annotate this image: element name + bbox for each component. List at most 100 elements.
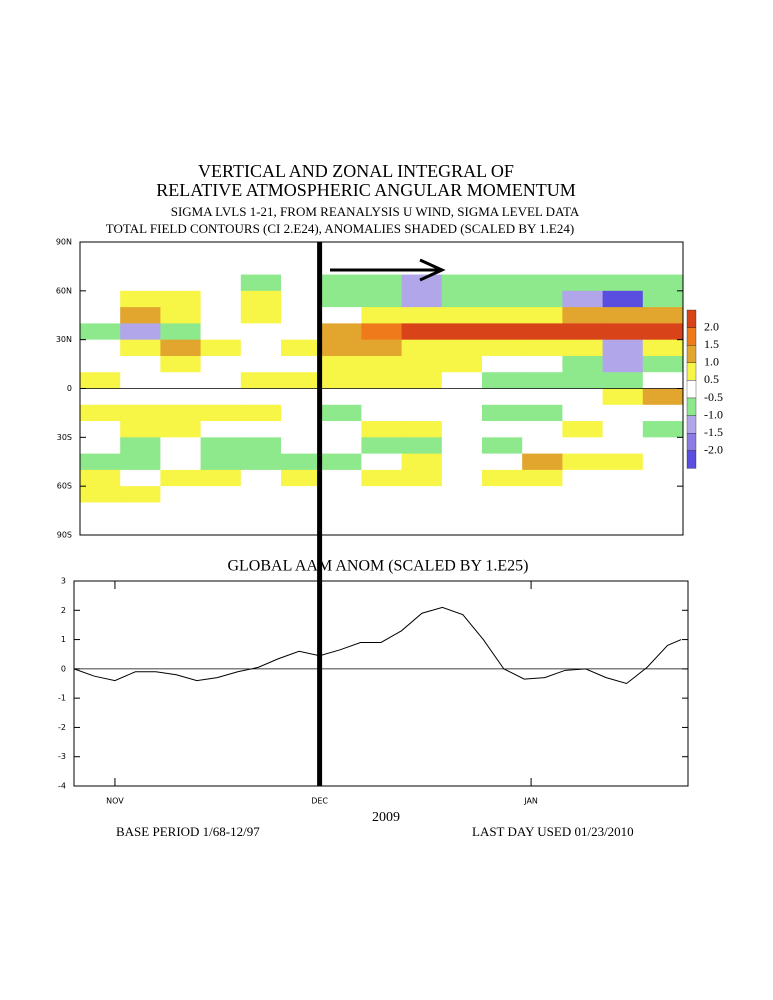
anomaly-cell [281,437,322,455]
colorbar-label: -0.5 [704,390,723,404]
anomaly-cell [482,307,523,324]
anomaly-cell [321,502,362,520]
anomaly-cell [240,388,282,406]
anomaly-cell [562,339,604,357]
anomaly-cell [281,307,322,324]
anomaly-cell [562,290,604,308]
anomaly-cell [200,469,242,487]
x-tick-label: DEC [311,797,328,806]
anomaly-cell [441,290,483,308]
anomaly-cell [160,274,202,292]
anomaly-cell [482,339,523,357]
anomaly-cell [80,355,121,373]
annotation: LAST DAY USED 01/23/2010 [472,824,634,839]
anomaly-cell [642,355,684,373]
anomaly-cell [200,258,242,276]
anomaly-cell [80,502,121,520]
anomaly-cell [482,469,523,487]
anomaly-cell [281,274,322,292]
anomaly-cell [321,355,362,373]
anomaly-cell [562,372,604,389]
anomaly-cell [642,290,684,308]
anomaly-cell [482,486,523,503]
anomaly-cell [321,486,362,503]
anomaly-cell [401,372,443,389]
anomaly-cell [642,421,684,438]
anomaly-cell [562,421,604,438]
subtitle: TOTAL FIELD CONTOURS (CI 2.E24), ANOMALI… [106,221,574,236]
anomaly-cell [482,421,523,438]
title: VERTICAL AND ZONAL INTEGRAL OF [198,161,514,181]
anomaly-cell [160,486,202,503]
anomaly-cell [120,388,161,406]
anomaly-cell [240,339,282,357]
anomaly-cell [80,339,121,357]
anomaly-cell [602,339,644,357]
anomaly-cell [361,372,403,389]
anomaly-cell [562,404,604,422]
anomaly-cell [240,258,282,276]
y-tick-label: 2 [61,606,66,615]
colorbar-swatch [686,345,697,363]
anomaly-cell [482,437,523,455]
colorbar-swatch [686,433,697,451]
anomaly-cell [160,388,202,406]
anomaly-cell [281,486,322,503]
anomaly-cell [482,502,523,520]
y-tick-label: -4 [58,782,66,791]
anomaly-cell [522,258,563,276]
anomaly-cell [522,355,563,373]
anomaly-cell [602,502,644,520]
anomaly-cell [80,323,121,341]
anomaly-cell [240,307,282,324]
anomaly-cell [321,274,362,292]
colorbar-label: 0.5 [704,372,719,386]
anomaly-cell [281,453,322,471]
anomaly-cell [120,290,161,308]
anomaly-cell [160,437,202,455]
anomaly-cell [522,339,563,357]
anomaly-cell [120,469,161,487]
anomaly-cell [441,486,483,503]
anomaly-cell [120,421,161,438]
arrow-head [419,258,446,282]
colorbar-label: -1.0 [704,407,723,421]
anomaly-cell [602,307,644,324]
anomaly-cell [80,372,121,389]
y-tick-label: -1 [58,694,66,703]
anomaly-cell [80,307,121,324]
anomaly-cell [401,323,443,341]
anomaly-cell [80,274,121,292]
anomaly-cell [361,421,403,438]
anomaly-cell [401,388,443,406]
anomaly-cell [441,323,483,341]
anomaly-cell [562,323,604,341]
anomaly-cell [522,469,563,487]
anomaly-cell [240,453,282,471]
anomaly-cell [441,421,483,438]
anomaly-cell [602,404,644,422]
y-tick-label: 60S [57,482,72,491]
anomaly-cell [441,372,483,389]
anomaly-cell [602,388,644,406]
anomaly-cell [281,469,322,487]
anomaly-cell [200,307,242,324]
anomaly-cell [281,388,322,406]
y-tick-label: 30N [56,335,72,344]
plots: 90N 60N 30N 0 30S 60S 90S 2.0 1.5 1.0 0.5 -0.5 -1.0 -… [56,238,723,806]
anomaly-cell [441,453,483,471]
anomaly-cell [281,502,322,520]
anomaly-cell [482,453,523,471]
colorbar-swatch [686,362,697,381]
anomaly-cell [321,339,362,357]
anomaly-cell [200,502,242,520]
anomaly-cell [200,421,242,438]
anomaly-cell [80,486,121,503]
anomaly-cell [80,421,121,438]
anomaly-cell [321,388,362,406]
anomaly-cell [602,421,644,438]
anomaly-cell [160,502,202,520]
anomaly-cell [482,388,523,406]
anomaly-cell [281,355,322,373]
anomaly-cell [80,469,121,487]
